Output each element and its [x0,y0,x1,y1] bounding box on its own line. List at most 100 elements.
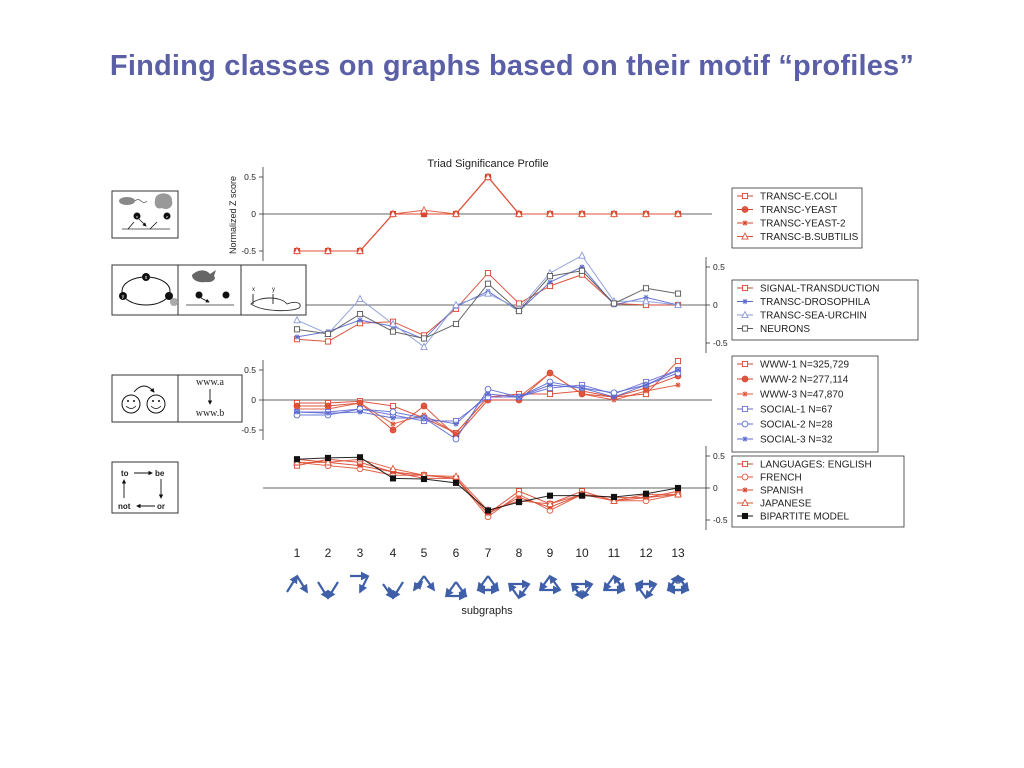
legend-box [731,455,905,528]
data-point [674,290,682,297]
data-point [578,492,586,499]
data-point [485,511,491,517]
node-x-icon [133,212,141,220]
icon-box-transcription: x z [111,190,179,239]
legend-swatch-marker [741,375,749,383]
subgraph-number: 10 [575,546,589,560]
data-point [452,300,460,309]
data-point [642,490,650,497]
word-be-label: be [155,469,165,478]
legend-swatch-marker [741,310,749,319]
data-point [610,496,618,504]
series-transc-sea-urchin [293,251,682,350]
data-point [452,435,460,443]
series-line [296,254,679,348]
y-tick-label: 0.5 [244,365,256,375]
subgraph-number: 8 [516,546,523,560]
loop-y-label: y [122,294,125,300]
data-point [357,400,363,406]
data-point [610,300,618,307]
data-point [389,209,397,218]
y-tick-label: -0.5 [241,246,256,256]
motif-5-icon [412,575,436,592]
y-tick-label: 0 [251,209,256,219]
subgraph-number: 13 [671,546,685,560]
data-point [516,394,522,400]
y-tick-label: 0 [713,300,718,310]
legend-label: SIGNAL-TRANSDUCTION [760,284,879,295]
legend-swatch-marker [742,220,748,226]
legend-swatch-marker [741,405,749,413]
series-line [296,458,679,515]
node-z-icon [163,212,171,220]
panel-2: 0.5 0 -0.5 SIGNAL-TRANSDUCTION TRANSC-DROSOP… [263,251,919,353]
subgraph-number: 9 [547,546,554,560]
icon-box-www-social: www.a www.b [111,374,243,423]
data-point [484,172,492,181]
data-point [579,391,585,397]
series-social-3-n-32 [294,367,681,427]
legend-panel-2: SIGNAL-TRANSDUCTION TRANSC-DROSOPHILA TRAN… [731,279,919,341]
word-or-label: or [157,502,165,511]
legend-label: WWW-1 N=325,729 [760,360,849,371]
data-point [294,409,300,415]
data-point [484,270,492,277]
data-point [389,319,397,328]
legend-label: TRANSC-YEAST-2 [760,219,846,230]
data-point [484,280,492,287]
motif-10-icon [570,579,594,600]
motif-edge [602,575,615,592]
motif-edge [387,586,396,599]
legend-swatch-marker [741,473,749,481]
data-point [390,469,396,475]
legend-label: FRENCH [760,473,802,484]
data-point [293,246,301,255]
series-bipartite-model [293,454,682,514]
motif-edge [476,575,489,592]
neuron-icon: x y [250,287,301,312]
data-point [452,479,460,486]
data-point [421,211,427,217]
data-point [578,267,586,274]
legend-swatch-marker [742,391,748,397]
data-point [674,300,682,309]
motif-4-icon [382,581,404,600]
motif-2-icon [317,581,339,600]
data-point [325,410,331,416]
y-axis-label: Normalized Z score [228,176,238,254]
motif-6-icon [444,581,468,601]
data-point [452,472,460,480]
y-tick-label: 0.5 [713,451,725,461]
legend-panel-1: TRANSC-E.COLI TRANSC-YEAST TRANSC-YEAST-2 T… [731,187,863,249]
data-point [546,390,554,398]
bacterium-icon [119,197,135,205]
yeast-icon [154,193,173,210]
subgraph-number: 5 [421,546,428,560]
motif-13-icon [666,574,690,595]
data-point [674,357,682,365]
data-point [485,391,491,397]
data-point [643,388,649,394]
data-point [675,367,681,373]
data-point [547,370,553,376]
motif-edge [634,582,647,599]
subgraph-number: 1 [294,546,301,560]
www-b-label: www.b [196,408,225,419]
legend-swatch-marker [742,487,748,493]
legend-label: JAPANESE [760,499,812,510]
motif-edge [487,575,500,592]
data-point [389,475,397,482]
neuron-y-label: y [272,287,275,293]
legend-label: TRANSC-E.COLI [760,192,837,203]
motif-edge [677,575,690,592]
data-point [356,294,364,302]
word-not-label: not [118,502,131,511]
data-point [293,456,301,463]
motif-edge [296,575,308,594]
legend-label: WWW-3 N=47,870 [760,390,844,401]
legend-panel-3: WWW-1 N=325,729 WWW-2 N=277,114 WWW-3 N=47… [731,355,879,453]
legend-swatch-marker [741,192,749,200]
y-tick-label: -0.5 [713,338,728,348]
data-point [357,317,363,323]
motif-9-icon [538,574,562,595]
